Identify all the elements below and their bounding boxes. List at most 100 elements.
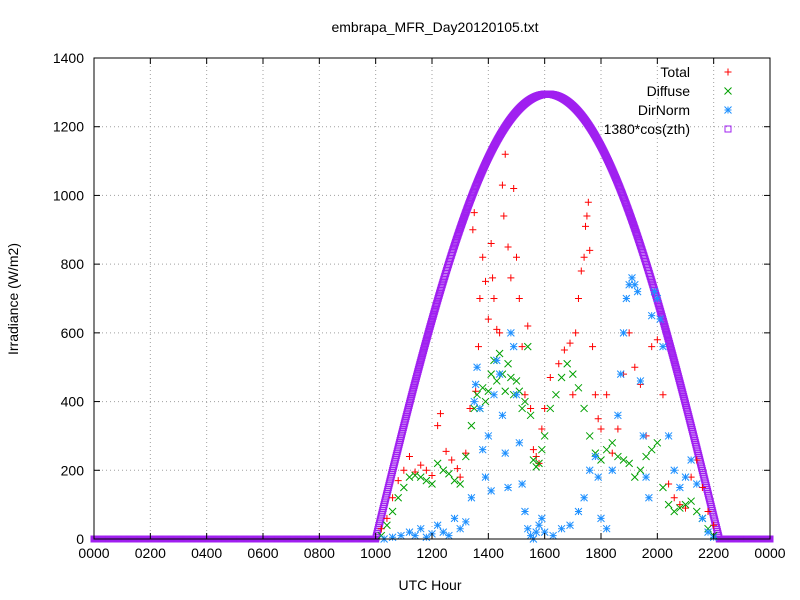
total-point (546, 374, 554, 382)
diffuse-point (521, 397, 529, 406)
y-tick-label: 1400 (53, 50, 84, 66)
total-point (597, 425, 605, 433)
diffuse-point (470, 404, 479, 413)
dirnorm-point (628, 274, 636, 282)
axis-ticks: 0000 0200 0400 0600 0800 1000 1200 1400 1600 1800… (53, 50, 786, 561)
dirnorm-point (591, 452, 600, 461)
diffuse-point (388, 507, 397, 516)
diffuse-point (487, 370, 496, 378)
y-tick-label: 800 (61, 256, 85, 272)
y-tick-label: 1000 (53, 187, 84, 203)
total-point (555, 360, 563, 368)
diffuse-point (568, 370, 577, 378)
dirnorm-point (518, 480, 526, 488)
total-point (648, 343, 656, 351)
dirnorm-point (622, 294, 631, 303)
dirnorm-point (509, 342, 518, 351)
y-tick-label: 600 (61, 325, 85, 341)
diffuse-point (467, 421, 476, 430)
diffuse-point (394, 493, 403, 502)
dirnorm-point (676, 483, 684, 492)
dirnorm-point (532, 528, 541, 536)
total-point (434, 422, 442, 430)
total-point (541, 404, 549, 412)
legend-label-diffuse: Diffuse (647, 83, 691, 99)
diffuse-point (664, 500, 673, 509)
diffuse-point (478, 383, 487, 392)
total-point (586, 246, 594, 254)
dirnorm-point (416, 524, 425, 533)
total-point (584, 198, 592, 206)
diffuse-point (597, 456, 605, 464)
dirnorm-point (566, 521, 574, 530)
diffuse-point (383, 521, 391, 530)
diffuse-point (540, 432, 549, 440)
total-point (436, 410, 444, 418)
dirnorm-point (704, 528, 712, 536)
x-tick-label: 1200 (416, 545, 447, 561)
dirnorm-point (484, 432, 493, 440)
total-point (474, 343, 482, 351)
y-tick-label: 0 (76, 531, 84, 547)
dirnorm-point (471, 380, 480, 389)
total-point (582, 222, 590, 230)
diffuse-point (450, 476, 459, 485)
total-point (411, 468, 419, 476)
x-tick-label: 0600 (247, 545, 278, 561)
total-point (498, 181, 506, 189)
total-point (594, 415, 602, 423)
dirnorm-point (616, 370, 625, 378)
diffuse-point (614, 452, 622, 461)
diffuse-point (504, 359, 512, 368)
x-tick-label: 2200 (698, 545, 729, 561)
total-point (569, 391, 577, 399)
total-point (428, 471, 436, 479)
diffuse-point (608, 438, 617, 447)
dirnorm-point (515, 438, 524, 447)
dirnorm-point (445, 531, 453, 540)
y-axis-label: Irradiance (W/m2) (5, 243, 21, 355)
x-tick-label: 0800 (304, 545, 335, 561)
dirnorm-point (597, 514, 605, 523)
dirnorm-point (467, 493, 476, 502)
total-point (524, 322, 532, 330)
dirnorm-point (659, 342, 667, 351)
diffuse-point (692, 507, 701, 516)
diffuse-point (670, 507, 679, 516)
total-point (659, 391, 667, 399)
dirnorm-point (647, 311, 656, 320)
dirnorm-point (450, 514, 459, 523)
total-point (507, 274, 515, 282)
dirnorm-point (585, 466, 594, 475)
diffuse-point (676, 504, 684, 512)
diffuse-point (585, 432, 594, 440)
total-point (422, 466, 430, 474)
total-point (529, 446, 537, 454)
series-diffuse (377, 342, 718, 540)
x-tick-label: 0200 (135, 545, 166, 561)
total-point (538, 425, 546, 433)
diffuse-point (563, 359, 572, 368)
dirnorm-point (670, 466, 679, 475)
diffuse-point (445, 469, 453, 478)
diffuse-point (580, 404, 588, 413)
diffuse-point (653, 438, 662, 447)
total-point (527, 404, 535, 412)
total-point (400, 466, 408, 474)
total-point (489, 274, 497, 282)
diffuse-point (416, 473, 425, 482)
diffuse-point (659, 483, 667, 492)
diffuse-point (433, 459, 442, 468)
total-point (577, 267, 585, 275)
total-point (487, 240, 495, 248)
dirnorm-point (504, 483, 512, 492)
diffuse-point (518, 404, 526, 413)
x-tick-label: 1000 (360, 545, 391, 561)
dirnorm-point (580, 493, 588, 502)
dirnorm-point (498, 411, 507, 420)
total-point (589, 343, 597, 351)
total-point (405, 453, 413, 461)
dirnorm-point (490, 390, 498, 399)
diffuse-point (512, 377, 521, 385)
diffuse-point (537, 445, 546, 454)
